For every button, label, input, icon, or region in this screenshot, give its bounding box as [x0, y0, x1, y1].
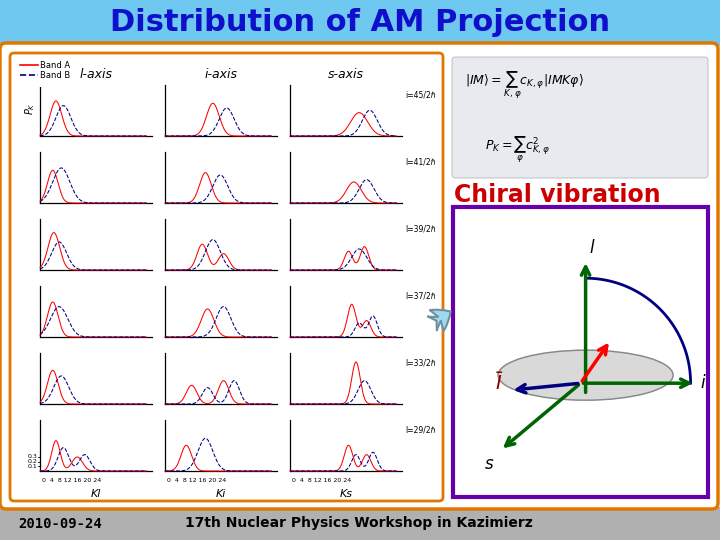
Text: $\bar{I}$: $\bar{I}$ [495, 372, 503, 394]
Bar [290, 81, 402, 136]
Text: Kl: Kl [91, 489, 102, 499]
Bar [165, 416, 277, 471]
Text: 17th Nuclear Physics Workshop in Kazimierz: 17th Nuclear Physics Workshop in Kazimie… [185, 516, 533, 530]
Text: 0.3: 0.3 [27, 455, 37, 460]
Text: 0  4  8 12 16 20 24: 0 4 8 12 16 20 24 [292, 477, 351, 483]
Text: Ks: Ks [340, 489, 353, 499]
Text: 0  4  8 12 16 20 24: 0 4 8 12 16 20 24 [167, 477, 226, 483]
Bar [40, 81, 152, 136]
Bar [40, 416, 152, 471]
Text: Band A: Band A [40, 60, 70, 70]
Text: 0.1: 0.1 [27, 464, 37, 469]
Text: I=29/2ℏ: I=29/2ℏ [405, 426, 436, 434]
Bar [165, 282, 277, 337]
Bar [0, 45, 720, 507]
Bar [290, 416, 402, 471]
Bar [290, 148, 402, 203]
Text: Ki: Ki [216, 489, 226, 499]
Text: $P_K = \sum_{\varphi} c^2_{K,\varphi}$: $P_K = \sum_{\varphi} c^2_{K,\varphi}$ [485, 135, 550, 165]
FancyBboxPatch shape [10, 53, 443, 501]
Text: s-axis: s-axis [328, 69, 364, 82]
Bar [0, 507, 720, 540]
Bar [165, 349, 277, 404]
Text: Chiral vibration: Chiral vibration [454, 183, 661, 207]
Bar [165, 148, 277, 203]
Text: I=37/2ℏ: I=37/2ℏ [405, 291, 436, 300]
Text: $P_K$: $P_K$ [23, 102, 37, 115]
Text: 0  4  8 12 16 20 24: 0 4 8 12 16 20 24 [42, 477, 102, 483]
Text: l-axis: l-axis [79, 69, 112, 82]
Bar [290, 215, 402, 270]
Text: 0.2: 0.2 [27, 459, 37, 464]
Bar [18, 57, 83, 87]
FancyBboxPatch shape [0, 43, 718, 509]
Ellipse shape [498, 350, 673, 400]
Text: I=41/2ℏ: I=41/2ℏ [405, 157, 436, 166]
Bar [40, 282, 152, 337]
Text: I=33/2ℏ: I=33/2ℏ [405, 358, 436, 367]
Text: i-axis: i-axis [204, 69, 238, 82]
Bar [0, 0, 720, 45]
Text: I=39/2ℏ: I=39/2ℏ [405, 224, 436, 233]
Text: i: i [701, 374, 705, 392]
FancyBboxPatch shape [452, 57, 708, 178]
Text: s: s [485, 455, 494, 473]
Bar [290, 349, 402, 404]
Bar [290, 282, 402, 337]
FancyBboxPatch shape [453, 207, 708, 497]
Text: $|IM\rangle = \sum_{K,\varphi} c_{K,\varphi}|IMK\varphi\rangle$: $|IM\rangle = \sum_{K,\varphi} c_{K,\var… [465, 69, 584, 101]
Text: Band B: Band B [40, 71, 71, 79]
Bar [40, 215, 152, 270]
Text: 2010-09-24: 2010-09-24 [18, 516, 102, 530]
Bar [165, 81, 277, 136]
Bar [40, 148, 152, 203]
Bar [40, 349, 152, 404]
Text: l: l [590, 239, 594, 257]
Text: i=45/2ℏ: i=45/2ℏ [405, 90, 436, 99]
Text: Distribution of AM Projection: Distribution of AM Projection [110, 8, 610, 37]
Bar [165, 215, 277, 270]
